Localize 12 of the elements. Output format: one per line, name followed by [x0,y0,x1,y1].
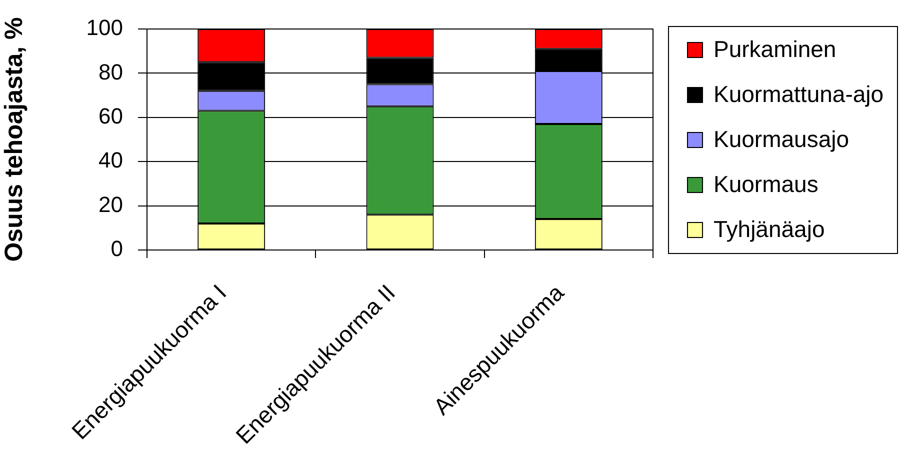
y-tick-label: 80 [98,59,123,84]
legend-label: Tyhjänäajo [714,216,825,242]
y-tick-label: 40 [98,148,123,173]
y-tick-label: 100 [86,15,123,40]
legend-label: Kuormattuna-ajo [714,80,884,107]
y-axis-title: Osuus tehoajasta, % [0,17,28,262]
legend-label: Kuormaus [714,170,818,197]
y-tick-label: 0 [110,236,123,262]
y-tick-label: 60 [98,103,123,128]
legend-label: Kuormausajo [714,126,850,152]
y-tick-label: 20 [98,192,123,217]
legend-label: Purkaminen [714,36,836,62]
